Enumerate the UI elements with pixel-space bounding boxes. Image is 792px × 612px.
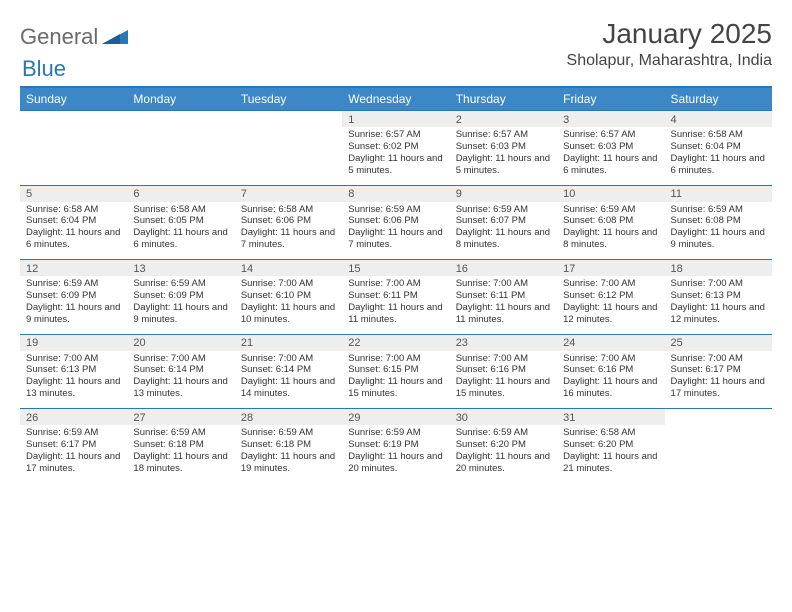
- day-detail-cell: Sunrise: 7:00 AMSunset: 6:16 PMDaylight:…: [557, 351, 664, 409]
- week-detail-row: Sunrise: 6:59 AMSunset: 6:09 PMDaylight:…: [20, 276, 772, 334]
- day-detail-cell: Sunrise: 6:59 AMSunset: 6:08 PMDaylight:…: [665, 202, 772, 260]
- week-daynum-row: 12131415161718: [20, 260, 772, 276]
- day-number-cell: 10: [557, 186, 664, 202]
- week-daynum-row: 262728293031: [20, 409, 772, 425]
- day-number-cell: 12: [20, 260, 127, 276]
- day-detail-cell: Sunrise: 7:00 AMSunset: 6:17 PMDaylight:…: [665, 351, 772, 409]
- day-number-cell: 7: [235, 186, 342, 202]
- day-number-cell: 19: [20, 335, 127, 351]
- day-number-cell: 14: [235, 260, 342, 276]
- day-detail-cell: Sunrise: 7:00 AMSunset: 6:14 PMDaylight:…: [127, 351, 234, 409]
- day-detail-cell: [235, 127, 342, 185]
- day-detail-cell: Sunrise: 7:00 AMSunset: 6:11 PMDaylight:…: [342, 276, 449, 334]
- day-detail-cell: Sunrise: 6:58 AMSunset: 6:04 PMDaylight:…: [665, 127, 772, 185]
- day-detail-cell: Sunrise: 6:57 AMSunset: 6:02 PMDaylight:…: [342, 127, 449, 185]
- day-number-cell: 6: [127, 186, 234, 202]
- day-header-row: SundayMondayTuesdayWednesdayThursdayFrid…: [20, 88, 772, 111]
- calendar-table: SundayMondayTuesdayWednesdayThursdayFrid…: [20, 88, 772, 483]
- week-detail-row: Sunrise: 6:58 AMSunset: 6:04 PMDaylight:…: [20, 202, 772, 260]
- day-detail-cell: Sunrise: 7:00 AMSunset: 6:10 PMDaylight:…: [235, 276, 342, 334]
- day-number-cell: 9: [450, 186, 557, 202]
- day-number-cell: [665, 409, 772, 425]
- day-number-cell: 11: [665, 186, 772, 202]
- day-number-cell: 3: [557, 111, 664, 127]
- day-detail-cell: Sunrise: 6:59 AMSunset: 6:07 PMDaylight:…: [450, 202, 557, 260]
- day-detail-cell: Sunrise: 7:00 AMSunset: 6:13 PMDaylight:…: [665, 276, 772, 334]
- day-detail-cell: Sunrise: 7:00 AMSunset: 6:16 PMDaylight:…: [450, 351, 557, 409]
- day-number-cell: 31: [557, 409, 664, 425]
- day-header: Wednesday: [342, 88, 449, 111]
- month-title: January 2025: [567, 18, 772, 50]
- calendar-head: SundayMondayTuesdayWednesdayThursdayFrid…: [20, 88, 772, 111]
- day-number-cell: 30: [450, 409, 557, 425]
- day-number-cell: 24: [557, 335, 664, 351]
- brand-triangle-icon: [102, 26, 128, 44]
- day-number-cell: 27: [127, 409, 234, 425]
- week-daynum-row: 567891011: [20, 186, 772, 202]
- day-number-cell: 16: [450, 260, 557, 276]
- brand-logo: General: [20, 18, 130, 50]
- day-detail-cell: [127, 127, 234, 185]
- day-number-cell: 17: [557, 260, 664, 276]
- title-block: January 2025 Sholapur, Maharashtra, Indi…: [567, 18, 772, 70]
- day-header: Monday: [127, 88, 234, 111]
- day-number-cell: [127, 111, 234, 127]
- day-detail-cell: Sunrise: 6:57 AMSunset: 6:03 PMDaylight:…: [557, 127, 664, 185]
- day-detail-cell: Sunrise: 7:00 AMSunset: 6:12 PMDaylight:…: [557, 276, 664, 334]
- day-detail-cell: Sunrise: 6:59 AMSunset: 6:09 PMDaylight:…: [20, 276, 127, 334]
- day-number-cell: 2: [450, 111, 557, 127]
- calendar-page: General January 2025 Sholapur, Maharasht…: [0, 0, 792, 483]
- day-detail-cell: Sunrise: 6:59 AMSunset: 6:20 PMDaylight:…: [450, 425, 557, 483]
- day-detail-cell: Sunrise: 6:57 AMSunset: 6:03 PMDaylight:…: [450, 127, 557, 185]
- day-detail-cell: Sunrise: 7:00 AMSunset: 6:11 PMDaylight:…: [450, 276, 557, 334]
- day-detail-cell: Sunrise: 6:59 AMSunset: 6:19 PMDaylight:…: [342, 425, 449, 483]
- day-number-cell: 29: [342, 409, 449, 425]
- day-detail-cell: Sunrise: 6:59 AMSunset: 6:17 PMDaylight:…: [20, 425, 127, 483]
- day-number-cell: 20: [127, 335, 234, 351]
- day-number-cell: 15: [342, 260, 449, 276]
- day-number-cell: 18: [665, 260, 772, 276]
- week-daynum-row: 19202122232425: [20, 335, 772, 351]
- day-number-cell: 23: [450, 335, 557, 351]
- day-number-cell: 25: [665, 335, 772, 351]
- day-number-cell: 26: [20, 409, 127, 425]
- day-detail-cell: Sunrise: 6:58 AMSunset: 6:04 PMDaylight:…: [20, 202, 127, 260]
- day-detail-cell: Sunrise: 7:00 AMSunset: 6:15 PMDaylight:…: [342, 351, 449, 409]
- day-detail-cell: Sunrise: 6:59 AMSunset: 6:18 PMDaylight:…: [235, 425, 342, 483]
- day-detail-cell: Sunrise: 6:59 AMSunset: 6:08 PMDaylight:…: [557, 202, 664, 260]
- day-detail-cell: [665, 425, 772, 483]
- day-detail-cell: Sunrise: 7:00 AMSunset: 6:13 PMDaylight:…: [20, 351, 127, 409]
- day-detail-cell: Sunrise: 6:59 AMSunset: 6:06 PMDaylight:…: [342, 202, 449, 260]
- day-number-cell: [20, 111, 127, 127]
- week-detail-row: Sunrise: 6:57 AMSunset: 6:02 PMDaylight:…: [20, 127, 772, 185]
- day-header: Saturday: [665, 88, 772, 111]
- calendar-body: 1234Sunrise: 6:57 AMSunset: 6:02 PMDayli…: [20, 111, 772, 484]
- day-number-cell: [235, 111, 342, 127]
- week-daynum-row: 1234: [20, 111, 772, 127]
- location: Sholapur, Maharashtra, India: [567, 52, 772, 70]
- day-number-cell: 8: [342, 186, 449, 202]
- day-number-cell: 28: [235, 409, 342, 425]
- day-number-cell: 13: [127, 260, 234, 276]
- day-number-cell: 4: [665, 111, 772, 127]
- day-detail-cell: Sunrise: 6:58 AMSunset: 6:20 PMDaylight:…: [557, 425, 664, 483]
- week-detail-row: Sunrise: 6:59 AMSunset: 6:17 PMDaylight:…: [20, 425, 772, 483]
- day-header: Friday: [557, 88, 664, 111]
- brand-part2: Blue: [22, 56, 66, 81]
- day-detail-cell: Sunrise: 6:59 AMSunset: 6:18 PMDaylight:…: [127, 425, 234, 483]
- day-header: Thursday: [450, 88, 557, 111]
- day-detail-cell: Sunrise: 6:58 AMSunset: 6:06 PMDaylight:…: [235, 202, 342, 260]
- brand-part1: General: [20, 24, 98, 50]
- week-detail-row: Sunrise: 7:00 AMSunset: 6:13 PMDaylight:…: [20, 351, 772, 409]
- day-detail-cell: Sunrise: 6:59 AMSunset: 6:09 PMDaylight:…: [127, 276, 234, 334]
- day-number-cell: 22: [342, 335, 449, 351]
- day-detail-cell: Sunrise: 7:00 AMSunset: 6:14 PMDaylight:…: [235, 351, 342, 409]
- day-detail-cell: [20, 127, 127, 185]
- day-header: Tuesday: [235, 88, 342, 111]
- day-number-cell: 5: [20, 186, 127, 202]
- day-header: Sunday: [20, 88, 127, 111]
- day-number-cell: 21: [235, 335, 342, 351]
- day-number-cell: 1: [342, 111, 449, 127]
- day-detail-cell: Sunrise: 6:58 AMSunset: 6:05 PMDaylight:…: [127, 202, 234, 260]
